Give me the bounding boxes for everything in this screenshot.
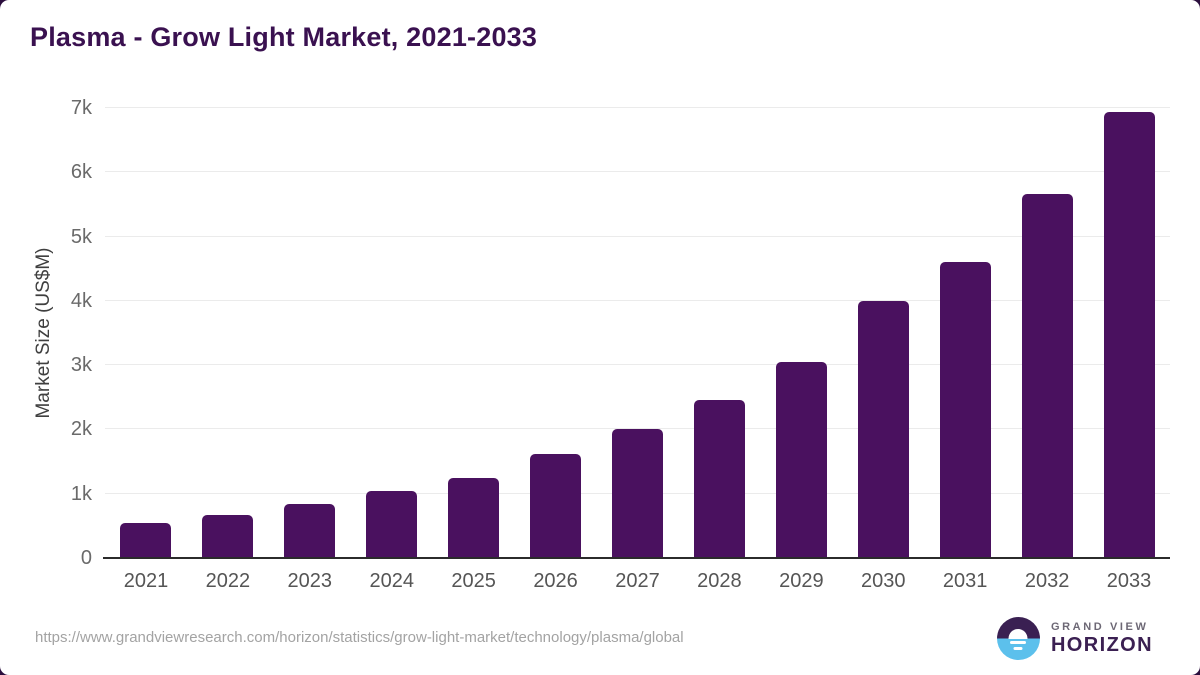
bar-2022: [202, 514, 254, 558]
water-ripple-1: [1010, 641, 1027, 644]
x-tick-label: 2033: [1106, 570, 1152, 592]
water-ripple-2: [1013, 647, 1023, 650]
x-tick-label: 2024: [369, 570, 414, 592]
y-tick-label: 3k: [70, 354, 92, 377]
gridline: [105, 171, 1170, 173]
bar-column: [515, 108, 597, 558]
gridline: [105, 299, 1170, 301]
bar-column: [678, 108, 760, 558]
horizon-sunrise-icon: [996, 617, 1040, 660]
logo-horizon-text: HORIZON: [1050, 633, 1153, 656]
bars-container: [105, 108, 1170, 558]
bar-2021: [120, 522, 172, 558]
bar-2032: [1021, 194, 1073, 558]
logo-text: GRAND VIEW HORIZON: [1051, 621, 1153, 657]
logo-grand-view-text: GRAND VIEW: [1050, 620, 1149, 633]
bar-column: [1006, 108, 1088, 558]
x-tick-label: 2028: [697, 570, 742, 592]
y-tick-label: 1k: [70, 482, 92, 505]
bar-2023: [284, 503, 336, 558]
bar-column: [351, 108, 433, 558]
bar-2025: [448, 477, 500, 558]
bar-2029: [775, 362, 827, 558]
x-tick-label: 2029: [779, 570, 824, 592]
bar-column: [1088, 108, 1170, 558]
x-tick-label: 2021: [123, 570, 169, 592]
bar-column: [433, 108, 515, 558]
x-tick-label: 2030: [861, 570, 906, 592]
bar-column: [760, 108, 842, 558]
y-tick-label: 7k: [70, 97, 92, 119]
bar-2031: [939, 262, 991, 558]
bar-column: [105, 108, 187, 558]
bar-column: [187, 108, 269, 558]
x-tick-label: 2032: [1024, 570, 1070, 592]
grand-view-horizon-logo: GRAND VIEW HORIZON: [996, 617, 1153, 660]
y-axis-ticks: 0 1k 2k 3k 4k 5k 6k 7k: [0, 98, 92, 568]
sun-dome-shape: [1008, 628, 1028, 639]
bar-column: [269, 108, 351, 558]
x-tick-label: 2023: [287, 570, 333, 592]
x-axis-line: [103, 557, 1170, 559]
y-tick-label: 6k: [70, 161, 92, 184]
gridline: [105, 107, 1170, 108]
x-tick-label: 2026: [533, 570, 578, 592]
y-tick-label: 5k: [70, 225, 92, 248]
y-tick-label: 0: [80, 547, 92, 569]
x-axis-labels: 2021 2022 2023 2024 2025 2026 2027 2028 2029 2030…: [105, 570, 1170, 593]
y-tick-label: 4k: [70, 289, 92, 312]
bar-2030: [857, 300, 909, 558]
x-tick-label: 2031: [942, 570, 988, 592]
source-url: https://www.grandviewresearch.com/horizo…: [35, 629, 684, 646]
plot-area: [103, 107, 1170, 559]
y-tick-label: 2k: [70, 418, 92, 441]
bar-column: [597, 108, 679, 558]
bar-2028: [693, 400, 745, 558]
chart-title: Plasma - Grow Light Market, 2021-2033: [30, 22, 538, 52]
gridline: [105, 364, 1170, 366]
bar-column: [924, 108, 1006, 558]
x-tick-label: 2025: [451, 570, 496, 592]
bar-2026: [530, 453, 582, 558]
x-tick-label: 2022: [205, 570, 251, 592]
bar-column: [842, 108, 924, 558]
x-tick-label: 2027: [615, 570, 660, 592]
bar-2033: [1103, 111, 1155, 558]
bar-2027: [611, 428, 663, 558]
bar-2024: [366, 491, 418, 558]
gridline: [105, 235, 1170, 237]
